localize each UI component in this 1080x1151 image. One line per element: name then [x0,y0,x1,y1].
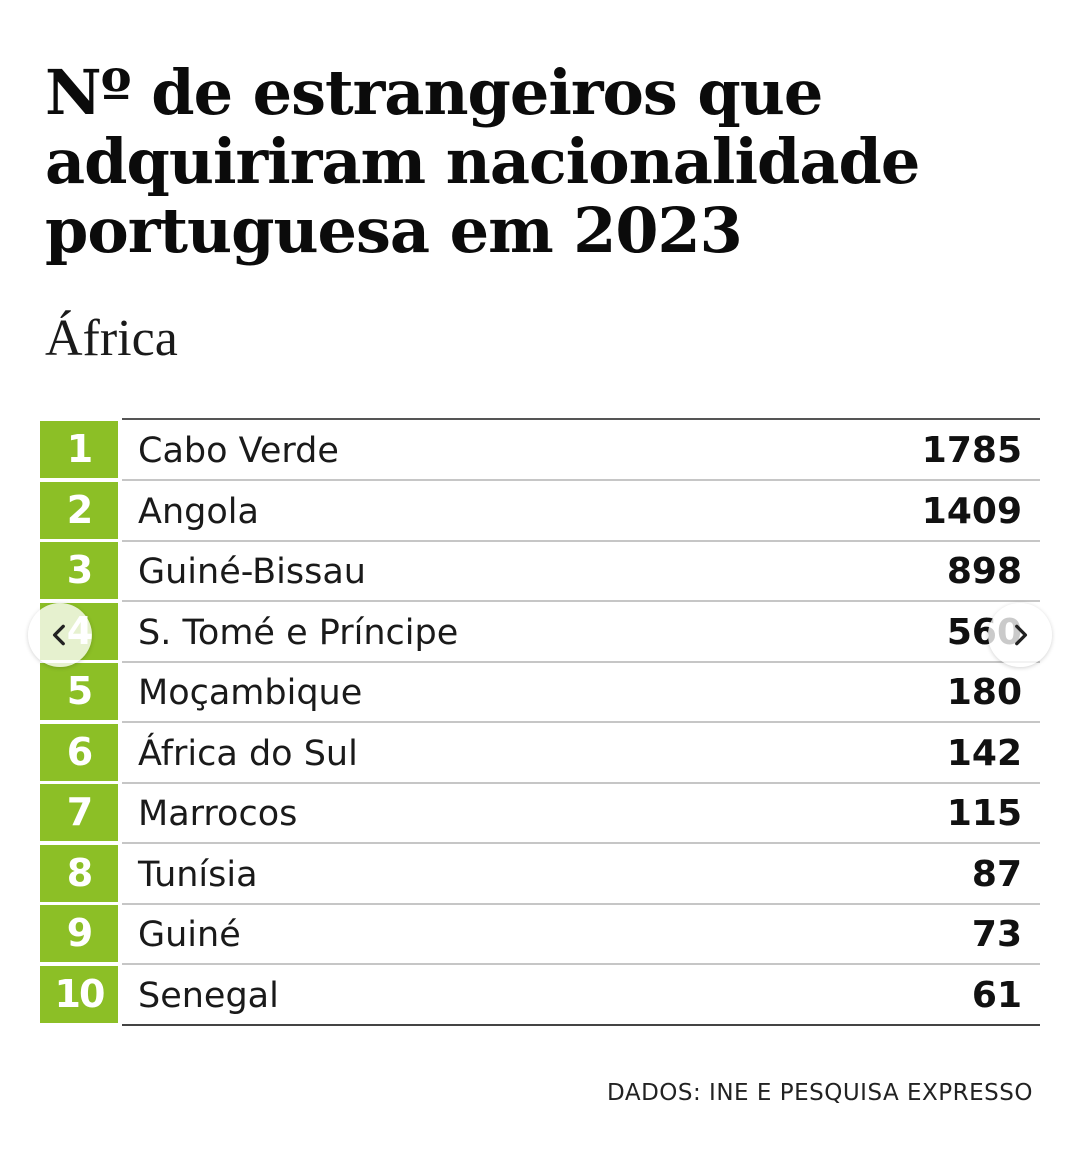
rank-badge: 7 [40,784,118,841]
row-divider [122,781,1040,784]
rank-badge: 8 [40,844,118,902]
count-value: 1785 [921,430,1022,471]
country-name: Tunísia [138,854,258,895]
count-value: 73 [971,914,1022,955]
rank-badge: 6 [40,723,118,781]
rank-badge: 2 [40,481,118,539]
country-name: Marrocos [138,794,298,834]
source-credit: DADOS: INE E PESQUISA EXPRESSO [607,1080,1033,1106]
table-row: 10 Senegal 61 [40,965,1040,1026]
table-row: 3 Guiné-Bissau 898 [40,542,1040,602]
rank-badge: 1 [40,421,118,478]
table-row: 7 Marrocos 115 [40,784,1040,844]
count-value: 87 [971,853,1022,895]
country-name: S. Tomé e Príncipe [138,612,459,653]
rank-badge: 3 [40,542,118,599]
table-row: 6 África do Sul 142 [40,723,1040,784]
carousel-next-button[interactable] [988,603,1052,667]
rank-badge: 9 [40,905,118,962]
country-name: Senegal [138,975,279,1016]
country-name: Guiné-Bissau [138,552,366,592]
country-name: Moçambique [138,673,363,713]
table-row: 8 Tunísia 87 [40,844,1040,905]
table-bottom-rule [122,1023,1040,1026]
table-row: 9 Guiné 73 [40,905,1040,965]
row-divider [122,600,1040,602]
row-divider [122,842,1040,844]
row-divider [122,721,1040,723]
table-top-rule [122,418,1040,420]
page-title: Nº de estrangeiros que adquiriram nacion… [45,56,920,267]
count-value: 1409 [921,490,1022,532]
count-value: 180 [946,672,1022,713]
page-subtitle: África [45,310,178,367]
table-row: 4 S. Tomé e Príncipe 560 [40,602,1040,663]
chevron-right-icon [1015,624,1028,646]
count-value: 115 [946,793,1022,834]
rank-badge: 5 [40,663,118,720]
table-row: 2 Angola 1409 [40,481,1040,542]
count-value: 61 [971,974,1022,1016]
row-divider [122,539,1040,542]
country-name: África do Sul [138,733,358,774]
count-value: 898 [946,551,1022,592]
table-row: 1 Cabo Verde 1785 [40,421,1040,481]
count-value: 142 [946,732,1022,774]
carousel-prev-button[interactable] [28,603,92,667]
country-name: Cabo Verde [138,431,339,471]
table-row: 5 Moçambique 180 [40,663,1040,723]
row-divider [122,479,1040,481]
row-divider [122,660,1040,663]
country-name: Guiné [138,915,241,955]
country-name: Angola [138,491,259,532]
row-divider [122,902,1040,905]
row-divider [122,963,1040,965]
chevron-left-icon [52,624,65,646]
rank-badge: 10 [40,965,118,1023]
